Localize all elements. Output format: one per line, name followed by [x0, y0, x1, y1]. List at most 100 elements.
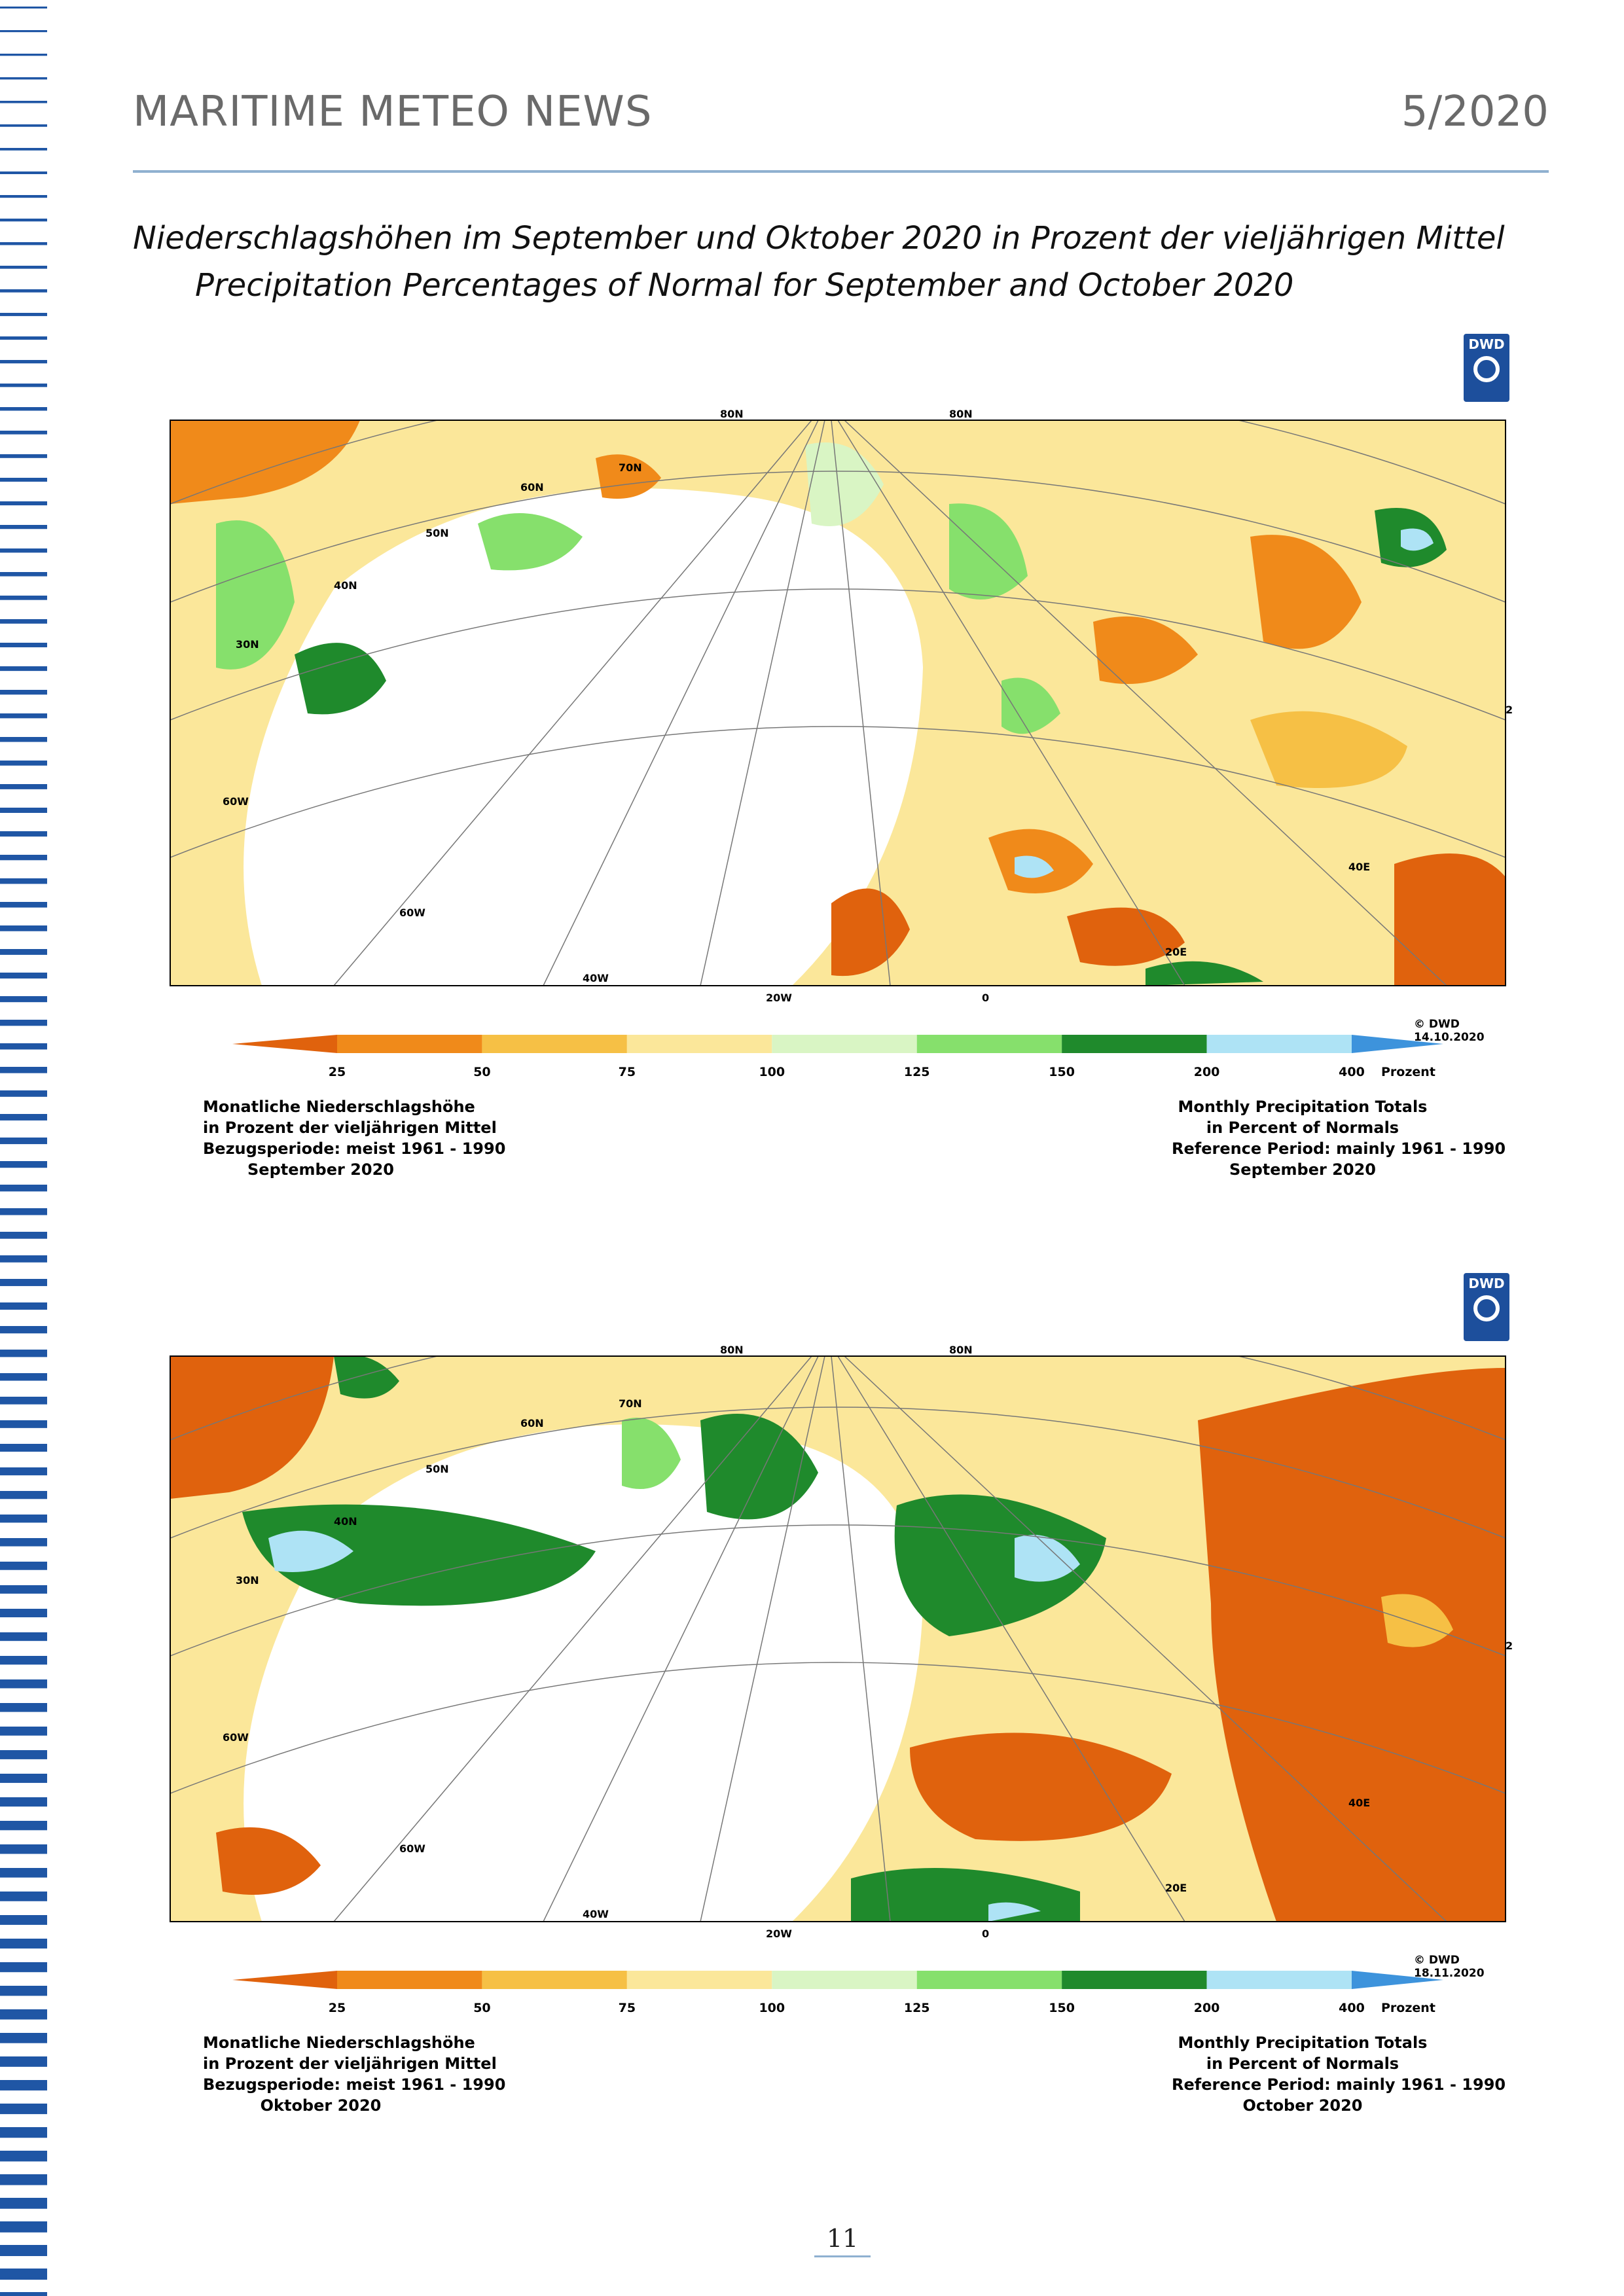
edge-stripe: [0, 1892, 47, 1901]
scale-tick-label: 25: [328, 1065, 346, 1079]
scale-unit: Prozent: [1381, 2001, 1435, 2015]
edge-stripe: [0, 878, 47, 884]
scale-tick-label: 200: [1193, 2001, 1220, 2015]
scale-tick-label: 100: [759, 1065, 785, 1079]
lat-label-70n: 70N: [619, 461, 642, 474]
edge-stripe: [0, 289, 47, 293]
edge-stripe: [0, 666, 47, 672]
edge-stripe: [0, 407, 47, 411]
precip-zone-very-wet: [242, 1504, 596, 1606]
scale-tick-label: 150: [1049, 1065, 1075, 1079]
lat-label-60n: 60N: [520, 481, 544, 493]
note-line: in Percent of Normals: [1206, 1119, 1399, 1137]
edge-stripe: [0, 2127, 47, 2138]
edge-stripe: [0, 1302, 47, 1310]
note-line: in Percent of Normals: [1206, 2054, 1399, 2073]
scale-segment: [1062, 1035, 1207, 1053]
map-october: 80N 80N 70N 60N 50N 40N 30N 20N 20N 60W …: [164, 1342, 1512, 1996]
edge-stripe: [0, 1208, 47, 1215]
notes-english: Monthly Precipitation Totals in Percent …: [1172, 1096, 1506, 1180]
scale-arrow-high: [1352, 1971, 1443, 1989]
figure-caption: Niederschlagshöhen im September und Okto…: [133, 215, 1505, 309]
lon-label-20e: 20E: [1165, 1882, 1187, 1894]
scale-segment: [916, 1035, 1062, 1053]
legend-october: 25 50 75 100 125 150 200 400 Prozent Monatliche…: [164, 1967, 1512, 2137]
lon-label-0: 0: [982, 992, 989, 1004]
scale-segment: [1206, 1035, 1352, 1053]
note-line: September 2020: [247, 1160, 394, 1179]
page-edge-stripes: [0, 7, 47, 2296]
precip-zone-very-wet: [1146, 961, 1263, 986]
edge-stripe: [0, 855, 47, 861]
edge-stripe: [0, 1161, 47, 1168]
edge-stripe: [0, 1538, 47, 1547]
precip-zone-very-dry: [216, 1827, 321, 1895]
edge-stripe: [0, 1491, 47, 1499]
scale-tick-label: 75: [618, 1065, 636, 1079]
edge-stripe: [0, 2104, 47, 2115]
edge-stripe: [0, 1774, 47, 1784]
edge-stripe: [0, 431, 47, 435]
map-frame: [170, 1355, 1506, 1922]
newsletter-title: MARITIME METEO NEWS: [133, 88, 653, 136]
edge-stripe: [0, 1585, 47, 1594]
edge-stripe: [0, 572, 47, 577]
precip-zone-very-dry: [1198, 1368, 1506, 1922]
lat-label-40n: 40N: [334, 1515, 357, 1528]
precip-zone-very-wet: [334, 1356, 399, 1399]
edge-stripe: [0, 831, 47, 837]
edge-stripe: [0, 1279, 47, 1286]
precip-zone-extreme: [1015, 855, 1054, 878]
lat-label-50n: 50N: [425, 527, 449, 539]
precip-zone-wet: [478, 513, 583, 571]
scale-segment: [916, 1971, 1062, 1989]
edge-stripe: [0, 313, 47, 316]
map-copyright: © DWD 14.10.2020: [1414, 1018, 1485, 1044]
edge-stripe: [0, 2221, 47, 2233]
scale-tick-label: 100: [759, 2001, 785, 2015]
edge-stripe: [0, 1868, 47, 1878]
edge-stripe: [0, 171, 47, 175]
scale-segment: [772, 1971, 917, 1989]
edge-stripe: [0, 1821, 47, 1831]
precip-zone-dry: [1093, 616, 1198, 684]
note-line: September 2020: [1229, 1160, 1376, 1179]
edge-stripe: [0, 1185, 47, 1192]
dwd-logo-text: DWD: [1468, 336, 1505, 352]
note-line: in Prozent der vieljährigen Mittel: [203, 1119, 497, 1137]
color-scale-bar: [232, 1971, 1443, 1989]
edge-stripe: [0, 2245, 47, 2256]
precip-zone-wet: [1001, 677, 1060, 734]
edge-stripe: [0, 384, 47, 387]
edge-stripe: [0, 101, 47, 103]
scale-segment: [482, 1035, 627, 1053]
lon-label-40e: 40E: [1348, 1797, 1370, 1809]
edge-stripe: [0, 1397, 47, 1405]
page-number: 11: [814, 2224, 871, 2257]
edge-stripe: [0, 925, 47, 931]
edge-stripe: [0, 525, 47, 529]
edge-stripe: [0, 1067, 47, 1073]
edge-stripe: [0, 1232, 47, 1239]
lat-label-20n-right: 20N: [1506, 1640, 1512, 1652]
edge-stripe: [0, 643, 47, 647]
precip-zone-below: [1250, 711, 1407, 788]
precip-zone-very-dry: [170, 1356, 334, 1499]
caption-german: Niederschlagshöhen im September und Okto…: [133, 220, 1505, 257]
precipitation-map-october: 80N 80N 70N 60N 50N 40N 30N 20N 20N 60W …: [164, 1344, 1512, 1940]
lon-label-40w: 40W: [583, 972, 609, 984]
scale-arrow-high: [1352, 1035, 1443, 1053]
precip-zone-extreme: [988, 1902, 1041, 1922]
edge-stripe: [0, 1138, 47, 1145]
precip-zone-very-dry: [831, 888, 910, 977]
precip-zone-wet: [949, 503, 1028, 600]
scale-arrow-low: [232, 1971, 337, 1989]
edge-stripe: [0, 1727, 47, 1736]
edge-stripe: [0, 1467, 47, 1476]
edge-stripe: [0, 2033, 47, 2043]
notes-german: Monatliche Niederschlagshöhe in Prozent …: [203, 2032, 505, 2116]
edge-stripe: [0, 1515, 47, 1523]
edge-stripe: [0, 54, 47, 56]
precip-zone-very-wet: [700, 1414, 818, 1520]
scale-segment: [626, 1035, 772, 1053]
